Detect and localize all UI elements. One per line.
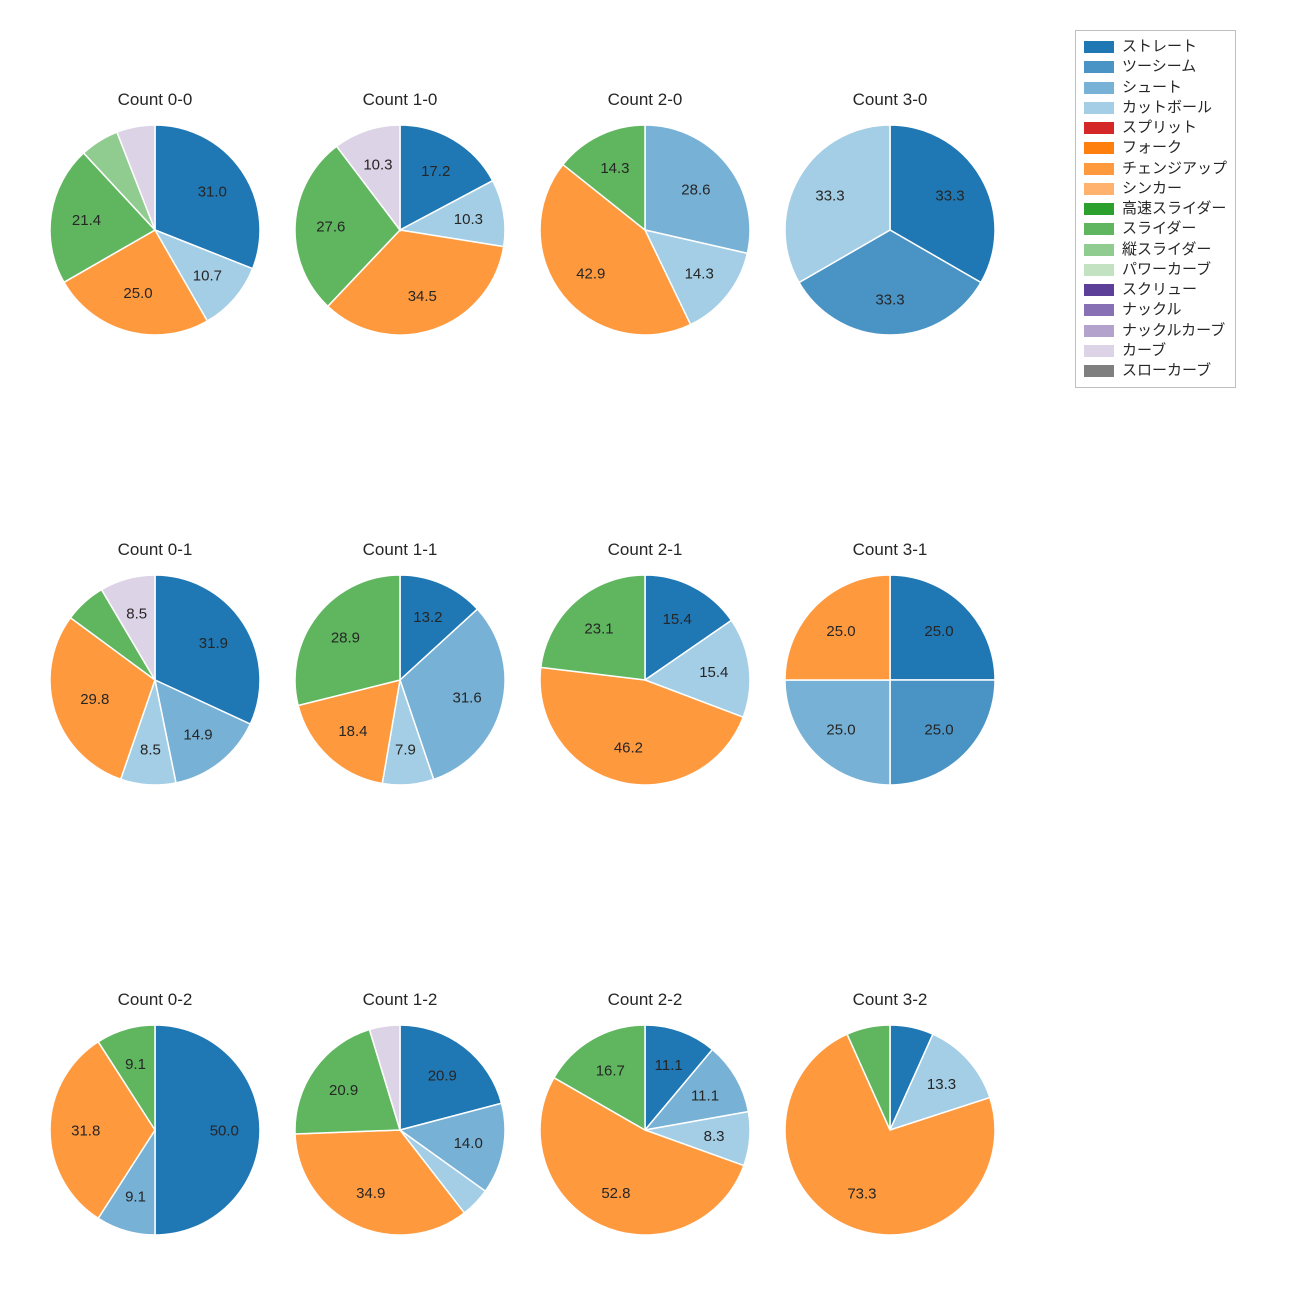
legend-item: ストレート [1084,37,1227,57]
legend-label: パワーカーブ [1122,260,1211,280]
legend-label: スローカーブ [1122,361,1211,381]
legend-label: スプリット [1122,118,1197,138]
legend-swatch [1084,102,1114,114]
legend-item: 縦スライダー [1084,240,1227,260]
slice-pct-label: 73.3 [847,1186,876,1203]
legend-item: カットボール [1084,98,1227,118]
slice-pct-label: 25.0 [123,285,152,302]
legend-label: カーブ [1122,341,1166,361]
slice-pct-label: 21.4 [72,212,101,229]
legend-item: チェンジアップ [1084,159,1227,179]
slice-pct-label: 25.0 [924,721,953,738]
slice-pct-label: 8.5 [140,741,161,758]
legend-label: 縦スライダー [1122,240,1211,260]
slice-pct-label: 33.3 [935,188,964,205]
legend-item: 高速スライダー [1084,199,1227,219]
legend-item: シンカー [1084,179,1227,199]
legend-swatch [1084,82,1114,94]
slice-pct-label: 20.9 [329,1082,358,1099]
legend-label: カットボール [1122,98,1212,118]
legend-item: カーブ [1084,341,1227,361]
slice-pct-label: 25.0 [924,623,953,640]
legend-label: ナックルカーブ [1122,321,1225,341]
slice-pct-label: 29.8 [80,691,109,708]
legend-label: シンカー [1122,179,1182,199]
slice-pct-label: 52.8 [601,1185,630,1202]
legend-swatch [1084,61,1114,73]
legend-label: ツーシーム [1122,57,1196,77]
legend-label: ナックル [1122,300,1182,320]
slice-pct-label: 9.1 [125,1189,146,1206]
legend-label: シュート [1122,78,1182,98]
subplot-title: Count 3-1 [770,540,1010,560]
slice-pct-label: 31.8 [71,1122,100,1139]
legend-swatch [1084,284,1114,296]
slice-pct-label: 18.4 [338,723,367,740]
slice-pct-label: 27.6 [316,218,345,235]
slice-pct-label: 23.1 [584,620,613,637]
legend-swatch [1084,163,1114,175]
legend-label: フォーク [1122,138,1182,158]
slice-pct-label: 33.3 [875,292,904,309]
slice-pct-label: 14.3 [600,160,629,177]
slice-pct-label: 25.0 [826,721,855,738]
legend-item: ツーシーム [1084,57,1227,77]
slice-pct-label: 33.3 [815,188,844,205]
legend-swatch [1084,244,1114,256]
slice-pct-label: 34.5 [408,288,437,305]
legend-item: シュート [1084,78,1227,98]
legend-swatch [1084,304,1114,316]
legend-label: 高速スライダー [1122,199,1226,219]
legend-label: ストレート [1122,37,1197,57]
subplot-title: Count 3-0 [770,90,1010,110]
legend-item: フォーク [1084,138,1227,158]
legend-swatch [1084,183,1114,195]
slice-pct-label: 13.3 [927,1076,956,1093]
legend-swatch [1084,365,1114,377]
legend-item: スライダー [1084,219,1227,239]
legend-item: ナックルカーブ [1084,321,1227,341]
legend-item: ナックル [1084,300,1227,320]
slice-pct-label: 42.9 [576,266,605,283]
slice-pct-label: 20.9 [428,1067,457,1084]
legend-swatch [1084,223,1114,235]
slice-pct-label: 11.1 [655,1057,683,1074]
legend-item: スクリュー [1084,280,1227,300]
legend-swatch [1084,264,1114,276]
legend-label: スライダー [1122,219,1196,239]
slice-pct-label: 17.2 [421,163,450,180]
slice-pct-label: 7.9 [395,741,416,758]
legend-item: スプリット [1084,118,1227,138]
slice-pct-label: 15.4 [663,611,692,628]
figure: 31.010.725.021.4Count 0-017.210.334.527.… [0,0,1300,1300]
legend-item: パワーカーブ [1084,260,1227,280]
slice-pct-label: 46.2 [614,740,643,757]
legend: ストレートツーシームシュートカットボールスプリットフォークチェンジアップシンカー… [1075,30,1236,388]
slice-pct-label: 8.5 [126,605,147,622]
slice-pct-label: 25.0 [826,623,855,640]
legend-swatch [1084,41,1114,53]
legend-swatch [1084,325,1114,337]
legend-swatch [1084,203,1114,215]
legend-swatch [1084,142,1114,154]
slice-pct-label: 13.2 [413,609,442,626]
legend-label: チェンジアップ [1122,159,1227,179]
slice-pct-label: 16.7 [596,1062,625,1079]
slice-pct-label: 28.9 [331,630,360,647]
slice-pct-label: 9.1 [125,1056,146,1073]
slice-pct-label: 14.9 [183,727,212,744]
slice-pct-label: 34.9 [356,1185,385,1202]
slice-pct-label: 10.3 [363,157,392,174]
legend-swatch [1084,122,1114,134]
subplot-title: Count 3-2 [770,990,1010,1010]
legend-swatch [1084,345,1114,357]
legend-label: スクリュー [1122,280,1197,300]
legend-item: スローカーブ [1084,361,1227,381]
